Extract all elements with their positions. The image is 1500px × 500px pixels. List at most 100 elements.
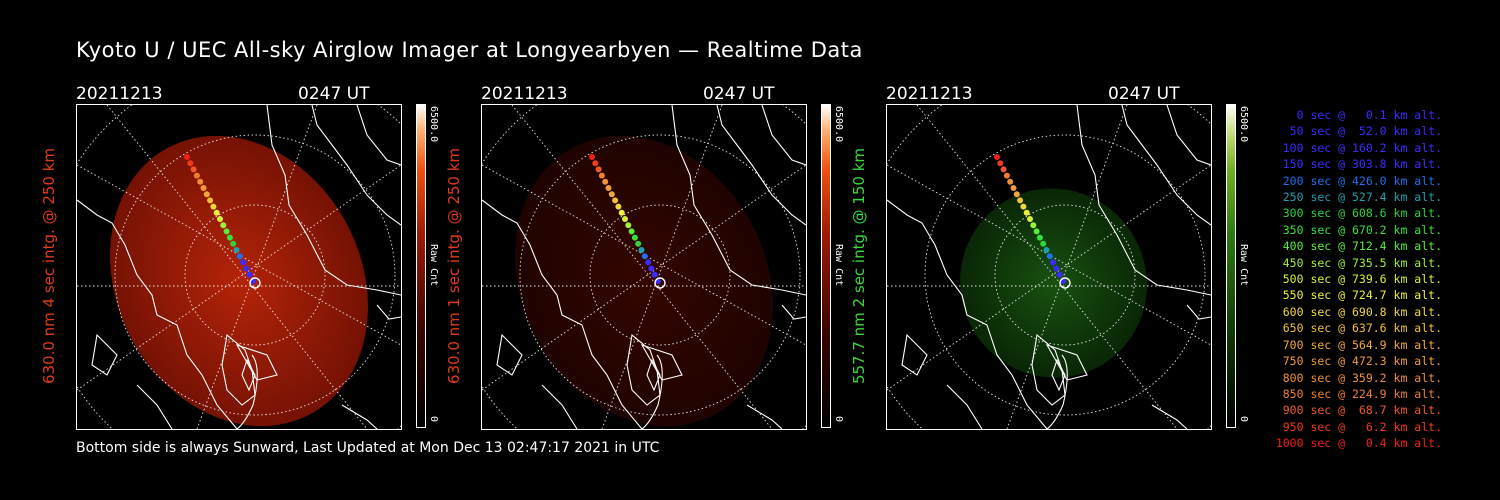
legend-entry: 900 sec @ 68.7 km alt. xyxy=(1282,403,1442,418)
trajectory-dot xyxy=(595,166,602,173)
trajectory-dot xyxy=(1033,228,1040,235)
legend-entry: 100 sec @ 160.2 km alt. xyxy=(1282,140,1442,155)
trajectory-dot xyxy=(1010,185,1017,191)
colorbar-unit: Raw Cnt xyxy=(833,244,844,287)
trajectory-dot xyxy=(638,247,645,253)
colorbar-min: 0 xyxy=(428,416,439,423)
trajectory-dot xyxy=(598,172,605,179)
trajectory-dot xyxy=(246,271,253,278)
allsky-image xyxy=(76,104,402,430)
legend-entry: 600 sec @ 690.8 km alt. xyxy=(1282,304,1442,319)
trajectory xyxy=(589,154,661,284)
trajectory-dot xyxy=(608,191,615,198)
sky-glow xyxy=(110,135,368,427)
trajectory-dot xyxy=(203,191,210,198)
trajectory-dot xyxy=(1020,203,1027,210)
trajectory xyxy=(994,154,1066,284)
coastline xyxy=(77,105,401,429)
colorbar-min: 0 xyxy=(833,416,844,423)
panel-date: 20211213 xyxy=(886,84,973,104)
page-title: Kyoto U / UEC All-sky Airglow Imager at … xyxy=(76,38,863,62)
legend-entry: 150 sec @ 303.8 km alt. xyxy=(1282,157,1442,172)
sky-glow xyxy=(515,135,773,427)
panel-time: 0247 UT xyxy=(703,84,775,104)
trajectory-dot xyxy=(635,240,642,247)
colorbar xyxy=(416,104,426,428)
trajectory-dot xyxy=(217,216,223,222)
trajectory-dot xyxy=(645,259,652,266)
colorbar-max: 6500.0 xyxy=(428,106,439,143)
trajectory-dot xyxy=(618,209,625,216)
imager-panel-2: 20211213 0247 UT xyxy=(445,84,891,444)
trajectory-dot xyxy=(622,216,628,222)
trajectory-dot xyxy=(220,222,227,229)
legend-entry: 50 sec @ 52.0 km alt. xyxy=(1289,124,1442,139)
trajectory-dot xyxy=(1007,178,1014,185)
trajectory-dot xyxy=(243,265,250,272)
legend-entry: 1000 sec @ 0.4 km alt. xyxy=(1275,436,1442,451)
colorbar-unit: Raw Cnt xyxy=(428,244,439,287)
legend-entry: 250 sec @ 527.4 km alt. xyxy=(1282,190,1442,205)
panel-time: 0247 UT xyxy=(1108,84,1180,104)
trajectory-dot xyxy=(1000,166,1007,173)
allsky-image xyxy=(481,104,807,430)
trajectory-dot xyxy=(1013,191,1020,198)
allsky-image xyxy=(886,104,1212,430)
panel-date: 20211213 xyxy=(76,84,163,104)
trajectory-dot xyxy=(615,203,622,210)
legend-entry: 850 sec @ 224.9 km alt. xyxy=(1282,386,1442,401)
sky-map xyxy=(482,105,806,429)
sky-map xyxy=(77,105,401,429)
trajectory-dot xyxy=(994,154,1000,160)
trajectory-dot xyxy=(190,166,197,173)
trajectory-dot xyxy=(223,228,230,235)
imager-panel-3: 20211213 0247 UT xyxy=(850,84,1296,444)
legend-entry: 750 sec @ 472.3 km alt. xyxy=(1282,354,1442,369)
legend-entry: 500 sec @ 739.6 km alt. xyxy=(1282,272,1442,287)
trajectory xyxy=(184,154,256,284)
trajectory-legend: 0 sec @ 0.1 km alt. 50 sec @ 52.0 km alt.… xyxy=(1262,107,1442,452)
trajectory-dot xyxy=(605,185,612,191)
trajectory-dot xyxy=(1027,216,1033,222)
trajectory-dot xyxy=(631,234,638,241)
trajectory-dot xyxy=(1023,209,1030,216)
trajectory-dot xyxy=(1053,265,1060,272)
legend-entry: 650 sec @ 637.6 km alt. xyxy=(1282,321,1442,336)
trajectory-dot xyxy=(602,178,609,185)
legend-entry: 700 sec @ 564.9 km alt. xyxy=(1282,337,1442,352)
legend-entry: 550 sec @ 724.7 km alt. xyxy=(1282,288,1442,303)
trajectory-dot xyxy=(240,259,247,266)
trajectory-dot xyxy=(641,253,648,260)
coastline xyxy=(887,105,1211,429)
trajectory-dot xyxy=(625,222,632,229)
colorbar xyxy=(1226,104,1236,428)
trajectory-dot xyxy=(1040,240,1047,247)
colorbar-min: 0 xyxy=(1238,416,1249,423)
trajectory-dot xyxy=(184,154,190,160)
trajectory-dot xyxy=(1003,172,1010,179)
colorbar-max: 6500.0 xyxy=(1238,106,1249,143)
channel-label: 557.7 nm 2 sec intg. @ 150 km xyxy=(850,147,868,385)
trajectory-dot xyxy=(230,240,237,247)
imager-panel-1: 20211213 0247 UT xyxy=(40,84,486,444)
trajectory-dot xyxy=(648,265,655,272)
trajectory-dot xyxy=(1030,222,1037,229)
trajectory-dot xyxy=(1046,253,1053,260)
legend-entry: 200 sec @ 426.0 km alt. xyxy=(1282,173,1442,188)
trajectory-dot xyxy=(226,234,233,241)
trajectory-dot xyxy=(207,197,214,204)
trajectory-dot xyxy=(628,228,635,235)
legend-entry: 350 sec @ 670.2 km alt. xyxy=(1282,222,1442,237)
trajectory-dot xyxy=(1036,234,1043,241)
trajectory-dot xyxy=(592,160,599,167)
trajectory-dot xyxy=(193,172,200,179)
channel-label: 630.0 nm 4 sec intg. @ 250 km xyxy=(40,147,58,385)
legend-entry: 450 sec @ 735.5 km alt. xyxy=(1282,255,1442,270)
legend-entry: 950 sec @ 6.2 km alt. xyxy=(1282,419,1442,434)
observatory-marker xyxy=(654,277,666,289)
footer-note: Bottom side is always Sunward, Last Upda… xyxy=(76,440,660,456)
trajectory-dot xyxy=(612,197,619,204)
trajectory-dot xyxy=(236,253,243,260)
trajectory-dot xyxy=(1017,197,1024,204)
sky-map xyxy=(887,105,1211,429)
